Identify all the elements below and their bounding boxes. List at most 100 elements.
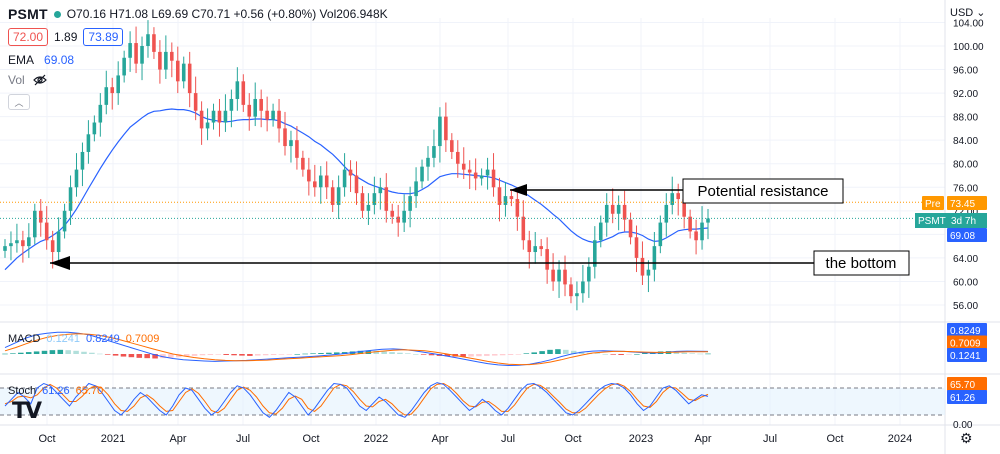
macd-histogram-bar: [507, 354, 514, 355]
macd-histogram-bar: [476, 354, 482, 357]
symbol-header: PSMT O70.16 H71.08 L69.69 C70.71 +0.56 (…: [8, 6, 388, 22]
macd-histogram-bar: [531, 352, 537, 354]
volume-legend[interactable]: Vol: [8, 73, 47, 87]
candle-body: [414, 181, 418, 197]
macd-histogram-bar: [673, 351, 680, 354]
macd-histogram-bar: [294, 354, 301, 355]
ema-badge-bg: [947, 228, 987, 242]
macd-histogram-bar: [239, 354, 245, 356]
candle-body: [479, 175, 484, 179]
macd-histogram-bar: [373, 350, 380, 354]
candle-body: [217, 110, 222, 123]
time-axis[interactable]: Oct 2021 Apr Jul Oct 2022 Apr Jul Oct 2023 Apr Jul O…: [38, 433, 912, 445]
candle-body: [324, 175, 329, 188]
gear-icon[interactable]: ⚙: [960, 430, 973, 446]
currency-label: USD: [950, 7, 974, 19]
resistance-label: Potential resistance: [698, 183, 829, 200]
buy-button[interactable]: 73.89: [83, 28, 124, 46]
stoch-badge: 61.26: [947, 390, 987, 404]
ema-legend[interactable]: EMA 69.08: [8, 53, 74, 67]
macd-histogram-bar: [247, 354, 253, 356]
candles: [3, 20, 710, 311]
macd-histogram-bar: [318, 353, 324, 354]
candle-body: [33, 210, 37, 238]
bottom-arrowhead: [50, 256, 70, 270]
axis-badges: Pre 73.45 PSMT 3d 7h 69.08 0.8249 0.70090.1241…: [915, 196, 987, 404]
candle-body: [187, 63, 192, 94]
time-tick-label: 2023: [629, 433, 653, 445]
candle-body: [402, 210, 406, 223]
macd-histogram-bar: [397, 352, 403, 354]
stoch-legend[interactable]: Stoch 61.26 65.70: [8, 385, 103, 397]
price-tick-label: 64.00: [953, 254, 978, 265]
candle-body: [283, 128, 287, 147]
candle-body: [604, 204, 609, 223]
macd-histogram-bar: [626, 354, 632, 355]
candle-body: [610, 204, 615, 214]
candle-body: [485, 169, 490, 176]
macd-histogram-bar: [144, 354, 150, 359]
price-tick-label: 88.00: [953, 113, 978, 124]
candle-body: [38, 210, 43, 223]
candle-body: [15, 240, 19, 244]
candle-body: [336, 187, 341, 205]
resistance-label-box[interactable]: [682, 178, 844, 204]
bottom-label-box[interactable]: [813, 250, 910, 276]
macd-histogram-bar: [491, 354, 498, 356]
candle-body: [420, 166, 424, 182]
candle-body: [134, 43, 138, 64]
candle-body: [271, 110, 275, 120]
hidden-eye-icon[interactable]: [32, 74, 47, 86]
time-tick-label: Oct: [564, 433, 581, 445]
macd-histogram-bar: [215, 354, 222, 355]
macd-histogram-bar: [697, 353, 703, 355]
macd-badge-bg: [947, 348, 987, 362]
macd-histogram-bar: [199, 354, 206, 356]
macd-legend[interactable]: MACD 0.1241 0.8249 0.7009: [8, 333, 159, 345]
macd-histogram-bar: [223, 354, 229, 355]
candle-body: [247, 104, 252, 117]
macd-histogram-bar: [104, 354, 111, 355]
stoch-pane: [0, 382, 945, 418]
candle-body: [450, 140, 454, 152]
macd-line: [4, 331, 709, 367]
candle-body: [467, 169, 472, 173]
macd-histogram-bar: [594, 353, 601, 354]
candle-body: [587, 266, 591, 282]
macd-histogram-bar: [231, 354, 237, 356]
macd-histogram-bar: [412, 354, 419, 355]
time-tick-label: 2021: [101, 433, 125, 445]
price-tick-label: 92.00: [953, 89, 978, 100]
candle-body: [563, 269, 567, 285]
candle-body: [557, 269, 561, 282]
candle-body: [551, 269, 555, 282]
candle-body: [646, 269, 651, 276]
macd-histogram-bar: [2, 353, 8, 355]
time-tick-label: Jul: [236, 433, 250, 445]
macd-histogram-bar: [278, 354, 285, 355]
candle-body: [86, 134, 91, 152]
annotations: Potential resistance the bottom: [50, 178, 910, 276]
macd-histogram-bar: [310, 353, 316, 354]
macd-histogram-bar: [18, 352, 24, 354]
macd-badge-text: 0.1241: [950, 351, 981, 362]
candle-body: [205, 122, 210, 129]
symbol-name[interactable]: PSMT: [8, 6, 48, 22]
ohlc-values: O70.16 H71.08 L69.69 C70.71 +0.56 (+0.80…: [66, 7, 388, 21]
macd-line-value: 0.8249: [86, 333, 120, 345]
macd-histogram-bar: [128, 354, 135, 358]
currency-selector[interactable]: USD ⌄: [950, 6, 986, 19]
sell-button[interactable]: 72.00: [8, 28, 49, 46]
price-tick-label: 100.00: [953, 42, 984, 53]
macd-badge-bg: [947, 323, 987, 337]
collapse-legend-button[interactable]: ︿: [8, 94, 30, 110]
macd-badge-text: 0.7009: [950, 339, 981, 350]
macd-histogram-bar: [705, 353, 711, 355]
price-tick-label: 56.00: [953, 301, 978, 312]
candle-body: [581, 281, 585, 294]
candle-body: [444, 116, 448, 141]
candle-body: [539, 246, 543, 250]
candle-body: [229, 98, 234, 111]
macd-histogram-bar: [136, 354, 143, 358]
